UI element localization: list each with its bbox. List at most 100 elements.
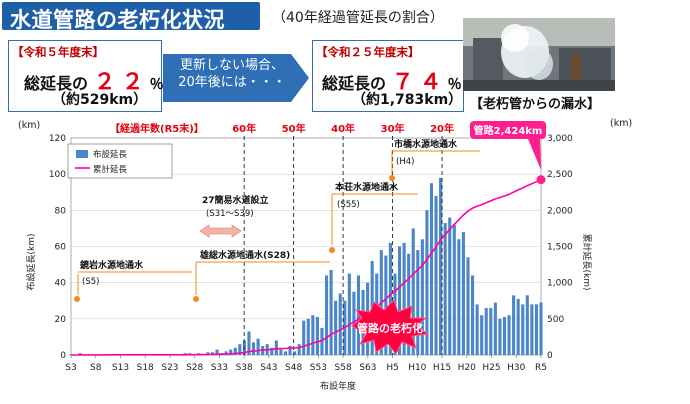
annotation-kagamiiwa-sub: (S5) xyxy=(82,277,99,287)
x-tick-label: H25 xyxy=(482,363,500,373)
bar xyxy=(334,300,338,355)
bar xyxy=(352,291,356,355)
bar xyxy=(425,210,429,355)
cumulative-line xyxy=(71,178,542,356)
page-subtitle: （40年経過管延長の割合） xyxy=(272,10,444,26)
bar xyxy=(388,242,392,355)
bar xyxy=(297,344,301,355)
bar xyxy=(78,353,82,355)
bar xyxy=(457,239,461,355)
future-ratio-sub: （約1,783km） xyxy=(352,92,463,108)
annotation-osou: 雄総水源地通水(S28) xyxy=(193,249,330,302)
x-tick-label: H5 xyxy=(386,363,399,373)
elapsed-marker-label: 20年 xyxy=(430,122,454,135)
bar xyxy=(502,317,507,355)
y-left-tick-label: 0 xyxy=(60,351,66,361)
future-ratio-main: 総延長の ７４％ xyxy=(322,64,462,96)
aging-burst: 管路の老朽化 xyxy=(351,299,430,355)
bar xyxy=(233,347,237,355)
total-callout-text: 管路2,424km xyxy=(474,124,543,137)
bar xyxy=(439,177,443,355)
bar xyxy=(448,217,452,355)
current-ratio-pct: ２２ xyxy=(93,70,150,95)
bar xyxy=(324,275,329,355)
bar xyxy=(356,275,361,355)
bar xyxy=(471,275,475,355)
bar xyxy=(347,273,351,355)
annotation-kan-i-text: 27簡易水道設立 xyxy=(202,194,269,206)
bar xyxy=(461,232,465,355)
bar xyxy=(443,222,447,355)
right-axis-unit: (km) xyxy=(610,118,632,129)
future-ratio-label: 総延長の xyxy=(322,74,387,93)
bar xyxy=(516,298,520,355)
bar xyxy=(247,331,251,355)
left-axis-unit: (km) xyxy=(18,120,40,131)
y-right-tick-label: 2,000 xyxy=(547,206,573,216)
bar xyxy=(329,270,333,355)
bar xyxy=(397,246,402,355)
legend-bar-swatch xyxy=(76,150,88,158)
future-ratio-pct-unit: ％ xyxy=(447,77,462,93)
bar xyxy=(407,253,411,355)
bar xyxy=(416,250,420,355)
y-left-tick-label: 60 xyxy=(55,243,67,253)
x-tick-label: S43 xyxy=(260,363,277,373)
arrow-shape xyxy=(163,54,309,102)
bar xyxy=(498,318,502,355)
x-tick-label: S23 xyxy=(161,363,178,373)
bar xyxy=(274,340,278,355)
bar xyxy=(493,302,497,355)
bar xyxy=(466,257,470,355)
x-tick-label: S8 xyxy=(90,363,102,373)
annotation-ichihashi-sub: (H4) xyxy=(396,157,414,167)
y-right-tick-label: 1,000 xyxy=(547,279,573,289)
annotation-kagamiiwa-text: 鏡岩水源地通水 xyxy=(79,259,144,271)
current-ratio-box xyxy=(8,40,162,112)
x-tick-label: S13 xyxy=(112,363,129,373)
chart-ticks: 0 0 20 500 40 1,000 60 1,500 80 2,000 100 2,500 120 3… xyxy=(49,134,573,373)
bar xyxy=(224,351,228,355)
bar xyxy=(489,307,493,355)
annotation-ichihashi-text: 市橋水源地通水 xyxy=(394,138,458,150)
bar xyxy=(288,345,292,355)
x-tick-label: S3 xyxy=(65,363,76,373)
annotation-honjo-text: 本荘水源地通水 xyxy=(335,181,399,193)
y-right-tick-label: 2,500 xyxy=(547,170,573,180)
bar xyxy=(270,347,274,355)
bar xyxy=(338,293,342,355)
annotation-ichihashi: 市橋水源地通水 (H4) xyxy=(389,138,480,181)
bar xyxy=(402,242,406,355)
bar xyxy=(480,315,484,355)
current-ratio-main: 総延長の ２２％ xyxy=(24,64,164,96)
y-right-tick-label: 500 xyxy=(547,315,564,325)
bar xyxy=(411,228,415,355)
photo-caption: 【老朽管からの漏水】 xyxy=(470,97,601,112)
x-tick-label: R5 xyxy=(535,363,547,373)
legend: 布設延長 累計延長 xyxy=(67,143,173,179)
bar xyxy=(293,351,297,355)
arrow-text: 更新しない場合、 20年後には・・・ xyxy=(168,57,296,91)
annotation-kan-i-arrow xyxy=(199,224,242,238)
total-callout: 管路2,424km xyxy=(470,121,546,170)
aging-burst-text: 管路の老朽化 xyxy=(357,321,423,335)
legend-line-label: 累計延長 xyxy=(93,164,128,175)
page-title: 水道管路の老朽化状況 xyxy=(10,8,225,32)
bar xyxy=(311,315,315,355)
x-tick-label: S58 xyxy=(335,363,352,373)
current-ratio-head: 【令和５年度末】 xyxy=(12,45,104,59)
bar xyxy=(251,342,256,355)
arrow-text-line2: 20年後には・・・ xyxy=(178,75,286,90)
bar xyxy=(384,255,388,355)
cumulative-end-point xyxy=(536,175,546,185)
annotation-osou-text: 雄総水源地通水(S28) xyxy=(199,249,290,261)
annotation-honjo-sub: (S55) xyxy=(337,200,360,210)
elapsed-header: 【経過年数(R5末)】 xyxy=(110,122,204,135)
bar xyxy=(215,349,219,355)
bar xyxy=(525,295,529,355)
current-ratio-pct-unit: ％ xyxy=(149,77,164,93)
bar xyxy=(429,183,434,355)
elapsed-marker-label: 40年 xyxy=(331,122,355,135)
bar xyxy=(521,304,525,355)
